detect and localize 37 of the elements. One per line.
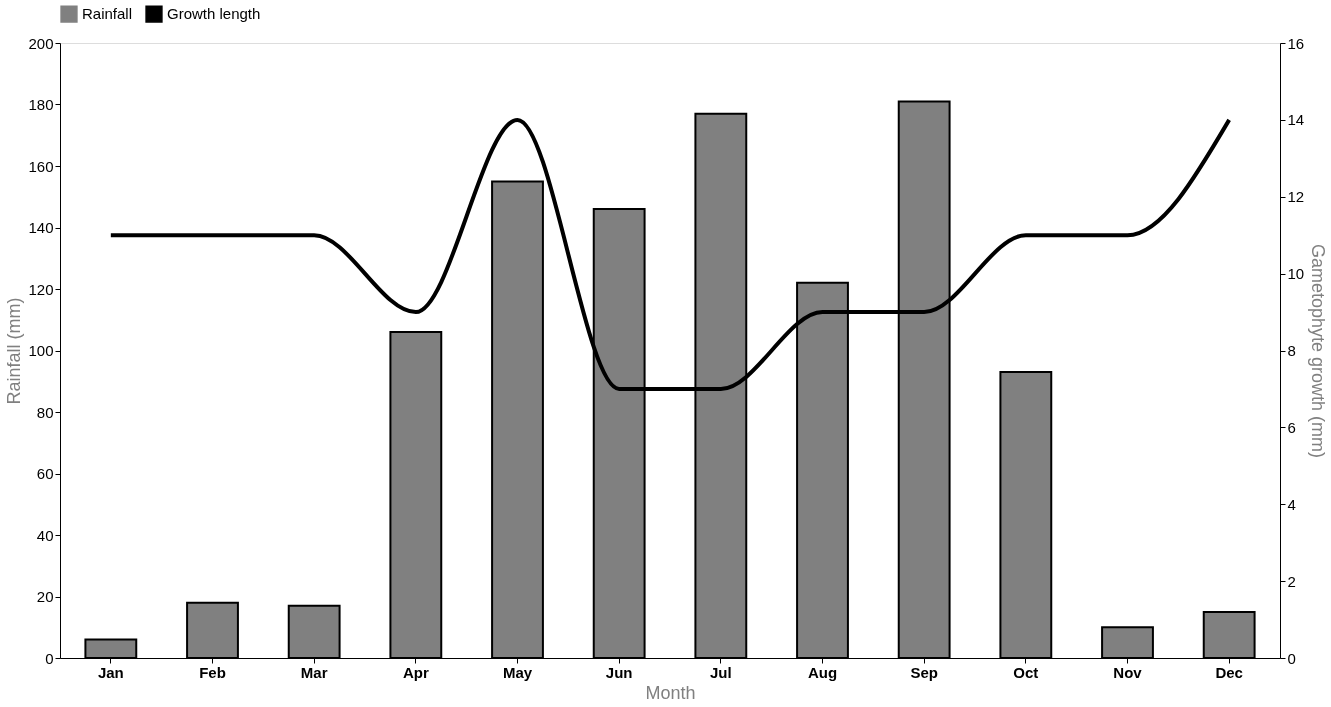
y-tick-label: 60 — [36, 465, 54, 482]
y2-tick-label: 0 — [1287, 649, 1296, 667]
y-axis-title: Rainfall (mm) — [4, 297, 25, 405]
y2-tick-label: 10 — [1287, 265, 1305, 283]
x-tick-label: Nov — [1113, 663, 1143, 681]
x-tick-label: Apr — [402, 663, 429, 681]
x-tick-label: Jun — [605, 663, 633, 681]
y-tick-label: 80 — [36, 403, 54, 421]
x-tick-label: Feb — [199, 663, 226, 681]
x-tick-label: Mar — [300, 663, 328, 681]
y-tick-label: 40 — [36, 526, 54, 544]
y2-axis-title: Gametophyte growth (mm) — [1308, 243, 1329, 459]
x-axis-title: Month — [645, 682, 696, 703]
y-tick-label: 180 — [28, 96, 54, 113]
y2-tick-label: 6 — [1287, 418, 1296, 436]
legend-label: Growth length — [167, 5, 261, 23]
y2-tick-label: 4 — [1287, 495, 1296, 513]
y-tick-label: 20 — [36, 588, 54, 605]
y-tick-label: 100 — [28, 342, 54, 359]
y-tick-label: 200 — [28, 34, 54, 52]
legend-label: Rainfall — [82, 5, 133, 23]
x-tick-label: Jan — [97, 663, 124, 681]
y2-tick-label: 16 — [1287, 34, 1305, 52]
y2-tick-label: 14 — [1287, 111, 1305, 129]
y2-tick-label: 12 — [1287, 188, 1305, 206]
x-tick-label: Dec — [1215, 663, 1243, 681]
x-tick-label: Sep — [910, 663, 938, 681]
x-tick-label: Jul — [709, 663, 732, 681]
y-tick-label: 160 — [28, 157, 54, 175]
y-tick-label: 140 — [28, 219, 54, 236]
y-tick-label: 120 — [28, 280, 54, 298]
x-tick-label: Oct — [1013, 663, 1039, 681]
x-tick-label: Aug — [807, 663, 838, 681]
y2-tick-label: 8 — [1287, 342, 1296, 359]
x-tick-label: May — [502, 663, 533, 681]
y2-tick-label: 2 — [1287, 572, 1296, 590]
y-tick-label: 0 — [45, 649, 54, 667]
